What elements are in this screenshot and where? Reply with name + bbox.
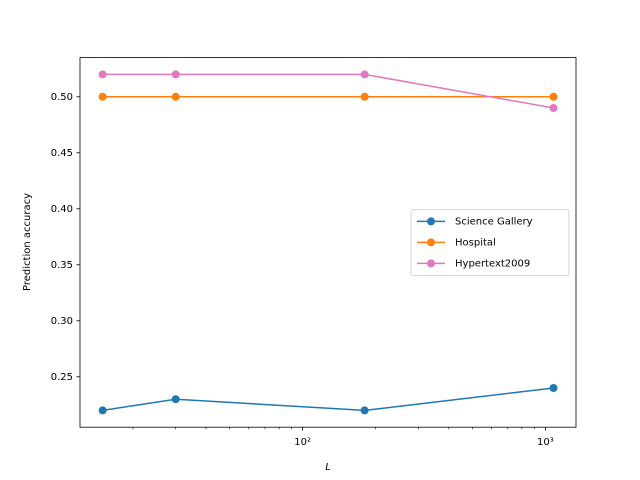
legend-marker xyxy=(427,238,435,247)
series-line xyxy=(102,73,554,109)
y-tick-label: 0.50 xyxy=(51,92,73,103)
legend-marker xyxy=(427,217,435,226)
y-tick-label: 0.40 xyxy=(51,204,73,215)
y-axis-label: Prediction accuracy xyxy=(22,193,33,291)
x-axis-label: L xyxy=(325,462,331,473)
axes-frame xyxy=(79,57,577,428)
marker xyxy=(98,92,107,101)
marker xyxy=(171,70,180,79)
y-tick-label: 0.45 xyxy=(51,148,73,159)
legend-label: Hypertext2009 xyxy=(455,258,530,269)
marker xyxy=(98,70,107,79)
marker xyxy=(549,384,558,392)
marker xyxy=(171,395,180,404)
marker xyxy=(360,70,369,79)
y-tick-label: 0.30 xyxy=(51,316,73,327)
legend-marker xyxy=(427,259,435,268)
series-line xyxy=(102,387,554,412)
legend-label: Science Gallery xyxy=(455,216,533,227)
marker xyxy=(360,92,369,101)
x-tick-label: 10² xyxy=(294,437,311,448)
y-tick-label: 0.35 xyxy=(51,260,73,271)
marker xyxy=(171,92,180,101)
marker xyxy=(98,406,107,415)
marker xyxy=(360,406,369,415)
x-tick-label: 10³ xyxy=(537,437,554,448)
marker xyxy=(549,92,558,101)
legend-label: Hospital xyxy=(455,237,496,248)
legend-box xyxy=(410,208,570,276)
marker xyxy=(549,104,558,112)
y-tick-label: 0.25 xyxy=(51,372,73,383)
